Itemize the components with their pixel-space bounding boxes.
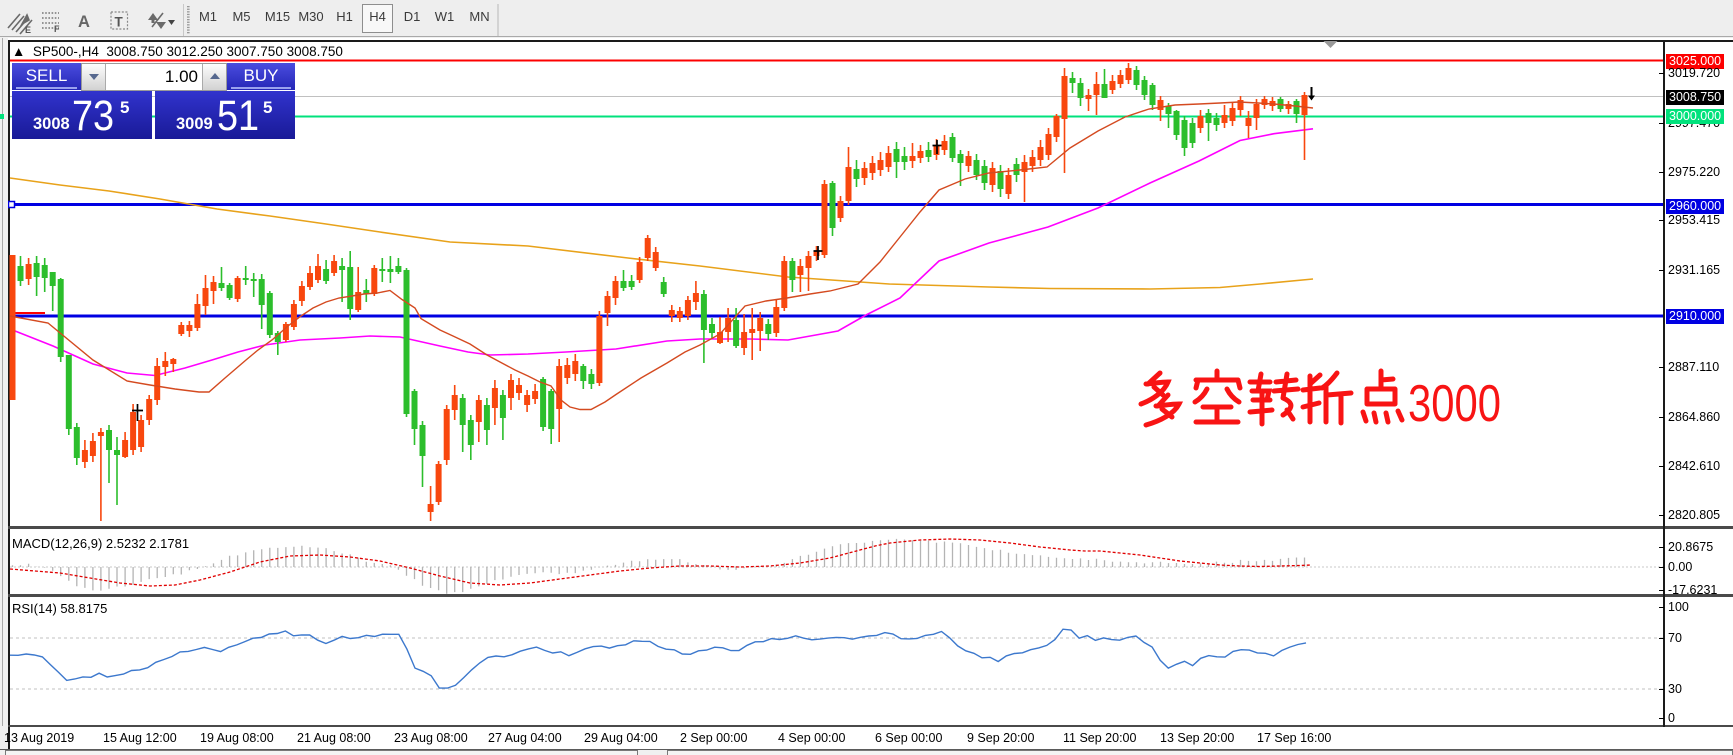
svg-text:F: F bbox=[54, 24, 60, 34]
svg-text:T: T bbox=[115, 15, 124, 30]
svg-text:3000: 3000 bbox=[1408, 375, 1501, 433]
svg-text:A: A bbox=[78, 13, 90, 31]
svg-text:E: E bbox=[25, 25, 31, 35]
